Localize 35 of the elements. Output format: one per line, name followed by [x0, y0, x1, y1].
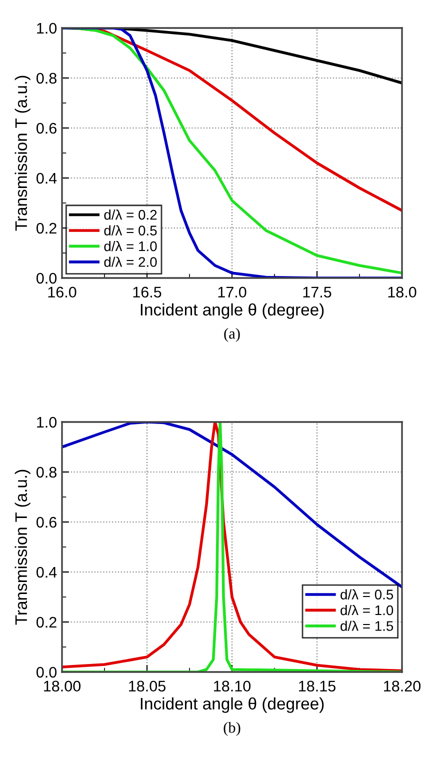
legend-label: d/λ = 0.2 [104, 210, 157, 220]
y-tick-label: 1.0 [37, 22, 57, 34]
y-tick-label: 0.4 [36, 172, 57, 184]
x-axis-title: Incident angle θ (degree) [140, 697, 324, 713]
legend-label: d/λ = 1.0 [340, 604, 394, 616]
y-axis-title: Transmission T (a.u.) [14, 470, 30, 625]
text: (b) [224, 722, 240, 736]
x-tick-label: 18.05 [129, 680, 166, 692]
x-axis-title: Incident angle θ (degree) [140, 303, 324, 319]
x-tick-label: 18.15 [299, 680, 336, 692]
y-tick-label: 0.4 [36, 566, 57, 578]
legend-label: d/λ = 2.0 [104, 256, 157, 267]
legend-label: d/λ = 1.5 [340, 620, 394, 631]
legend-label: d/λ = 0.5 [340, 589, 394, 600]
y-tick-label: 0.2 [36, 616, 56, 628]
y-axis-title: Transmission T (a.u.) [14, 76, 30, 231]
x-tick-label: 18.00 [44, 680, 81, 692]
x-tick-label: 16.5 [133, 286, 162, 298]
x-tick-label: 17.0 [218, 286, 246, 298]
legend-label: d/λ = 1.0 [104, 240, 157, 252]
y-tick-label: 0.6 [36, 122, 56, 134]
legend-label: d/λ = 0.5 [104, 225, 157, 236]
x-tick-label: 17.5 [303, 286, 332, 298]
y-tick-label: 0.2 [36, 222, 56, 234]
x-tick-label: 16.0 [48, 286, 76, 298]
y-tick-label: 1.0 [37, 416, 57, 428]
text: (a) [224, 328, 240, 342]
y-tick-label: 0.8 [36, 466, 56, 478]
x-tick-label: 18.20 [384, 680, 421, 692]
y-tick-label: 0.8 [36, 72, 56, 84]
y-tick-label: 0.0 [36, 666, 57, 678]
y-tick-label: 0.6 [36, 516, 56, 528]
x-tick-label: 18.10 [214, 680, 251, 692]
x-tick-label: 18.0 [388, 286, 416, 298]
y-tick-label: 0.0 [36, 272, 57, 284]
